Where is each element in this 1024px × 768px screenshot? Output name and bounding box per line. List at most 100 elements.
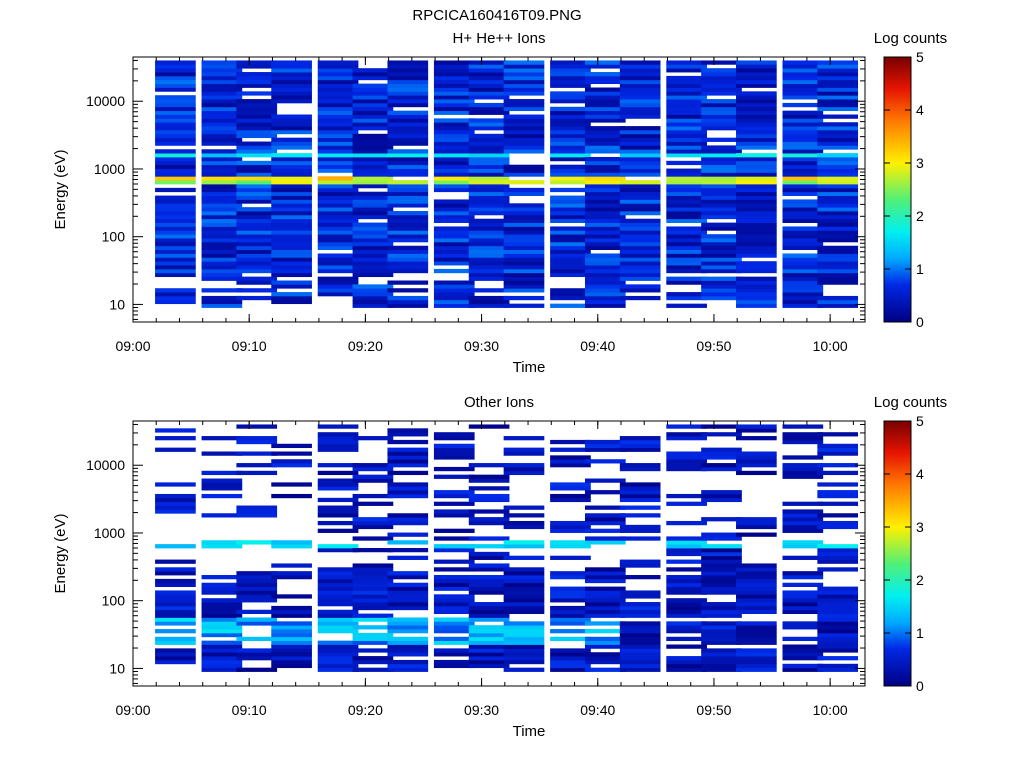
heatmap-cell <box>550 528 591 533</box>
heatmap-cell <box>666 575 707 580</box>
heatmap-cell <box>550 145 591 150</box>
heatmap-cell <box>271 72 312 77</box>
heatmap-cell <box>666 234 707 239</box>
heatmap-cell <box>468 648 510 653</box>
heatmap-cell <box>666 520 707 526</box>
heatmap-cell <box>817 547 859 553</box>
heatmap-cell <box>736 436 777 441</box>
heatmap-cell <box>155 203 196 208</box>
heatmap-cell <box>619 559 661 564</box>
heatmap-cell <box>666 268 707 274</box>
heatmap-cell <box>387 168 429 173</box>
heatmap-cell <box>317 245 359 251</box>
heatmap-cell <box>619 621 661 626</box>
heatmap-cell <box>271 83 312 88</box>
heatmap-cell <box>584 241 626 247</box>
heatmap-cells <box>155 424 859 672</box>
heatmap-cell <box>271 609 312 615</box>
colorbar-tick-label: 0 <box>916 678 924 694</box>
heatmap-cell <box>271 79 312 85</box>
heatmap-cell <box>619 447 661 452</box>
colorbar-tick-label: 2 <box>916 572 924 588</box>
heatmap-cell <box>503 520 545 526</box>
heatmap-cell <box>468 509 510 514</box>
heatmap-cell <box>782 295 824 301</box>
heatmap-cell <box>236 176 278 181</box>
heatmap-cell <box>817 176 859 181</box>
heatmap-cell <box>817 295 859 301</box>
heatmap-cell <box>155 122 196 127</box>
heatmap-cell <box>352 199 394 204</box>
heatmap-cell <box>736 133 777 139</box>
heatmap-cell <box>619 153 661 158</box>
heatmap-cell <box>468 590 510 595</box>
heatmap-cell <box>468 164 510 169</box>
heatmap-cell <box>433 501 475 506</box>
heatmap-cell <box>584 234 626 239</box>
heatmap-cell <box>433 172 475 177</box>
heatmap-cell <box>155 238 196 243</box>
heatmap-cell <box>666 544 707 549</box>
heatmap-cell <box>468 133 510 139</box>
heatmap-cell <box>782 439 824 445</box>
heatmap-cell <box>782 663 824 669</box>
heatmap-cell <box>736 520 777 526</box>
heatmap-cell <box>736 230 777 235</box>
heatmap-cell <box>433 559 475 564</box>
heatmap-cell <box>352 141 394 146</box>
heatmap-cell <box>666 141 707 146</box>
heatmap-cell <box>201 172 243 177</box>
heatmap-cell <box>619 149 661 154</box>
heatmap-cell <box>352 563 394 568</box>
heatmap-cell <box>701 292 742 297</box>
heatmap-cell <box>666 95 707 100</box>
heatmap-cell <box>155 590 196 595</box>
heatmap-cell <box>817 470 859 476</box>
heatmap-cell <box>433 299 475 305</box>
heatmap-cell <box>619 463 661 468</box>
heatmap-cell <box>155 629 196 634</box>
heatmap-cell <box>433 238 475 243</box>
heatmap-cell <box>236 126 278 131</box>
heatmap-cell <box>584 292 626 297</box>
heatmap-cell <box>550 590 591 595</box>
heatmap-cell <box>619 249 661 254</box>
heatmap-cell <box>666 551 707 557</box>
heatmap-cell <box>666 605 707 611</box>
heatmap-cell <box>701 424 742 429</box>
heatmap-cell <box>433 60 475 65</box>
heatmap-cell <box>550 303 591 308</box>
heatmap-cell <box>317 520 359 526</box>
heatmap-cell <box>584 106 626 112</box>
heatmap-cell <box>317 102 359 108</box>
heatmap-cell <box>550 652 591 657</box>
heatmap-cell <box>736 141 777 146</box>
heatmap-cell <box>817 586 859 591</box>
heatmap-cell <box>666 191 707 196</box>
heatmap-cell <box>666 91 707 96</box>
heatmap-cell <box>387 517 429 522</box>
heatmap-cell <box>468 118 510 123</box>
heatmap-cell <box>271 195 312 200</box>
heatmap-cell <box>503 126 545 131</box>
heatmap-cell <box>387 482 429 487</box>
heatmap-cell <box>433 594 475 599</box>
heatmap-cell <box>584 586 626 591</box>
heatmap-cell <box>736 563 777 568</box>
heatmap-cell <box>236 91 278 96</box>
heatmap-cell <box>503 145 545 150</box>
heatmap-cell <box>817 447 859 452</box>
heatmap-cell <box>666 245 707 251</box>
heatmap-cell <box>584 245 626 251</box>
heatmap-cell <box>468 586 510 591</box>
heatmap-cell <box>619 218 661 223</box>
heatmap-cell <box>352 632 394 638</box>
heatmap-cell <box>503 295 545 301</box>
heatmap-cell <box>584 536 626 541</box>
heatmap-cell <box>701 544 742 549</box>
heatmap-cell <box>387 87 429 92</box>
heatmap-cell <box>782 214 824 220</box>
heatmap-cell <box>201 64 243 69</box>
heatmap-cell <box>782 241 824 247</box>
heatmap-cell <box>619 226 661 231</box>
